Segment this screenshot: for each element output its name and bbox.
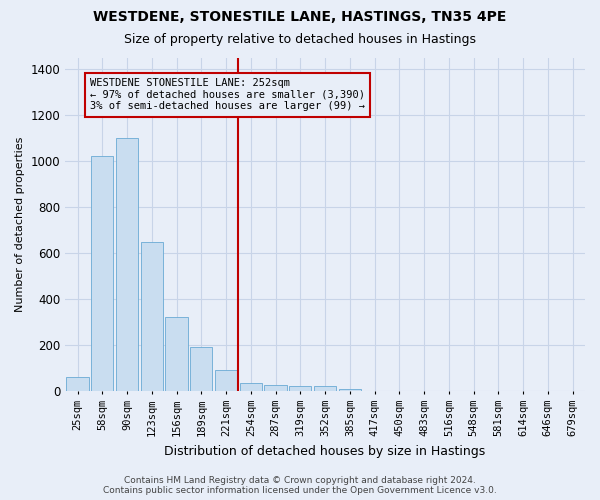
X-axis label: Distribution of detached houses by size in Hastings: Distribution of detached houses by size … — [164, 444, 486, 458]
Bar — [265, 386, 287, 391]
Bar — [67, 377, 89, 391]
Bar — [314, 386, 336, 391]
Text: Contains HM Land Registry data © Crown copyright and database right 2024.
Contai: Contains HM Land Registry data © Crown c… — [103, 476, 497, 495]
Bar — [140, 242, 163, 391]
Bar — [338, 388, 361, 391]
Bar — [289, 386, 311, 391]
Bar — [91, 156, 113, 391]
Text: Size of property relative to detached houses in Hastings: Size of property relative to detached ho… — [124, 32, 476, 46]
Bar — [190, 348, 212, 391]
Bar — [215, 370, 237, 391]
Bar — [166, 318, 188, 391]
Bar — [116, 138, 138, 391]
Text: WESTDENE, STONESTILE LANE, HASTINGS, TN35 4PE: WESTDENE, STONESTILE LANE, HASTINGS, TN3… — [94, 10, 506, 24]
Text: WESTDENE STONESTILE LANE: 252sqm
← 97% of detached houses are smaller (3,390)
3%: WESTDENE STONESTILE LANE: 252sqm ← 97% o… — [90, 78, 365, 112]
Bar — [239, 383, 262, 391]
Y-axis label: Number of detached properties: Number of detached properties — [15, 136, 25, 312]
